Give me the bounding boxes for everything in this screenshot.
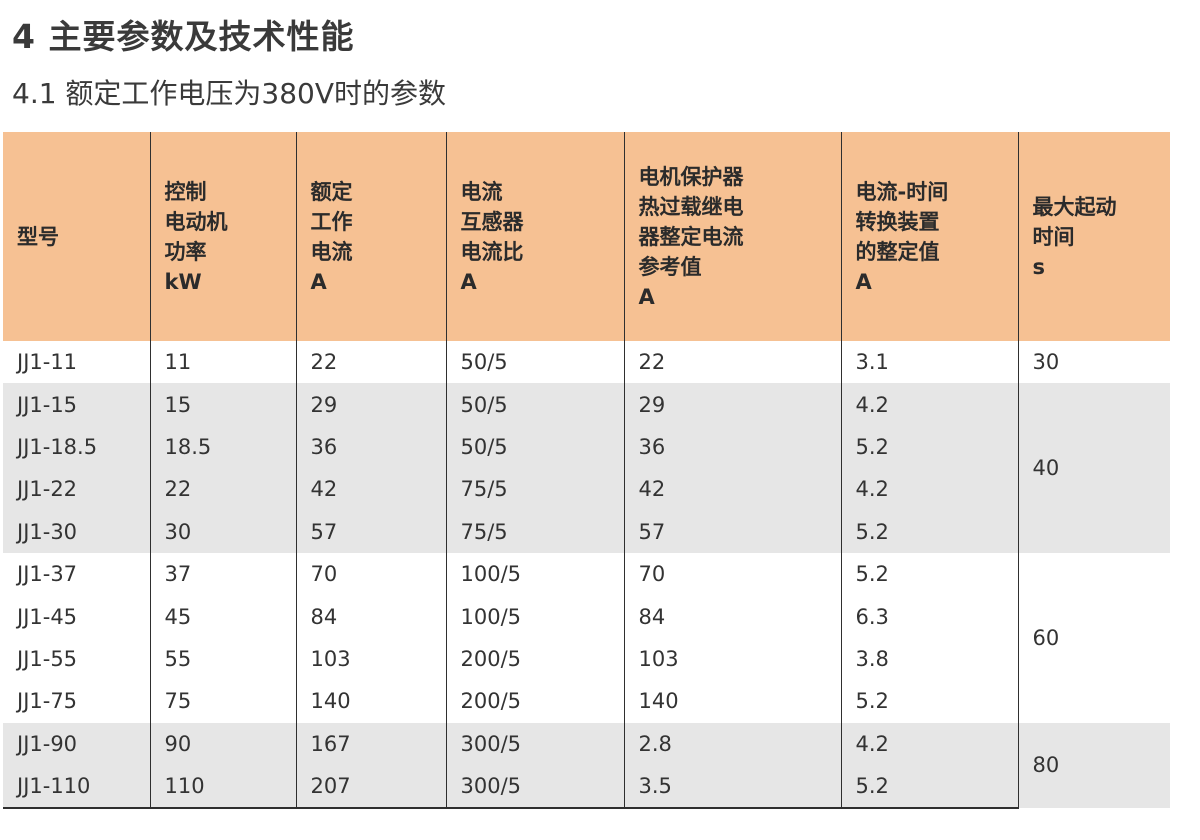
cell-max-start-time: 60 xyxy=(1017,552,1170,723)
cell-rated-current: 29 xyxy=(295,383,446,426)
cell-max-start-time: 80 xyxy=(1017,722,1170,809)
table-row: JJ1-55 55 103 200/5 103 3.8 xyxy=(3,637,1170,681)
subsection-heading: 4.1 额定工作电压为380V时的参数 xyxy=(12,77,447,110)
header-rated-current: 额定 工作 电流 A xyxy=(295,132,446,341)
cell-power: 15 xyxy=(149,383,296,426)
cell-max-start-time: 30 xyxy=(1017,341,1170,384)
cell-time-setting: 6.3 xyxy=(840,595,1018,638)
cell-ct-ratio: 300/5 xyxy=(445,722,624,765)
table-row: JJ1-37 37 70 100/5 70 5.2 60 xyxy=(3,552,1170,723)
cell-ct-ratio: 50/5 xyxy=(445,383,624,426)
table-row: JJ1-110 110 207 300/5 3.5 5.2 xyxy=(3,764,1170,810)
cell-time-setting: 4.2 xyxy=(840,383,1018,426)
header-time-setting: 电流-时间 转换装置 的整定值 A xyxy=(840,132,1018,341)
cell-time-setting: 5.2 xyxy=(840,510,1018,553)
parameters-table: 型号 控制 电动机 功率 kW 额定 工作 电流 A 电流 互感器 电流比 A … xyxy=(3,132,1170,810)
cell-rated-current: 207 xyxy=(295,764,446,810)
cell-protector-setting: 2.8 xyxy=(623,722,841,765)
cell-model: JJ1-45 xyxy=(3,595,150,638)
cell-ct-ratio: 300/5 xyxy=(445,764,624,810)
cell-power: 11 xyxy=(149,341,296,384)
cell-ct-ratio: 50/5 xyxy=(445,341,624,384)
cell-max-start-time: 40 xyxy=(1017,383,1170,553)
cell-protector-setting: 36 xyxy=(623,425,841,469)
cell-model: JJ1-11 xyxy=(3,341,150,384)
table-row: JJ1-30 30 57 75/5 57 5.2 xyxy=(3,510,1170,553)
cell-ct-ratio: 75/5 xyxy=(445,468,624,511)
cell-rated-current: 84 xyxy=(295,595,446,638)
table-row: JJ1-75 75 140 200/5 140 5.2 xyxy=(3,680,1170,723)
cell-protector-setting: 22 xyxy=(623,341,841,384)
cell-power: 18.5 xyxy=(149,425,296,469)
cell-power: 22 xyxy=(149,468,296,511)
cell-protector-setting: 3.5 xyxy=(623,764,841,810)
cell-power: 110 xyxy=(149,764,296,810)
cell-time-setting: 3.1 xyxy=(840,341,1018,384)
cell-model: JJ1-55 xyxy=(3,637,150,681)
cell-time-setting: 4.2 xyxy=(840,722,1018,765)
cell-model: JJ1-22 xyxy=(3,468,150,511)
cell-protector-setting: 29 xyxy=(623,383,841,426)
cell-power: 55 xyxy=(149,637,296,681)
cell-power: 30 xyxy=(149,510,296,553)
cell-ct-ratio: 200/5 xyxy=(445,637,624,681)
header-ct-ratio: 电流 互感器 电流比 A xyxy=(445,132,624,341)
section-heading: 4 主要参数及技术性能 xyxy=(12,17,355,56)
cell-power: 75 xyxy=(149,680,296,723)
cell-protector-setting: 140 xyxy=(623,680,841,723)
cell-ct-ratio: 200/5 xyxy=(445,680,624,723)
cell-model: JJ1-75 xyxy=(3,680,150,723)
cell-protector-setting: 57 xyxy=(623,510,841,553)
cell-time-setting: 5.2 xyxy=(840,552,1018,596)
cell-rated-current: 167 xyxy=(295,722,446,765)
table-row: JJ1-90 90 167 300/5 2.8 4.2 80 xyxy=(3,722,1170,809)
cell-power: 37 xyxy=(149,552,296,596)
cell-rated-current: 36 xyxy=(295,425,446,469)
cell-model: JJ1-18.5 xyxy=(3,425,150,469)
table-row: JJ1-22 22 42 75/5 42 4.2 xyxy=(3,468,1170,511)
cell-time-setting: 3.8 xyxy=(840,637,1018,681)
cell-model: JJ1-110 xyxy=(3,764,150,810)
header-model: 型号 xyxy=(3,132,150,341)
header-max-start-time: 最大起动 时间 s xyxy=(1017,132,1170,341)
cell-model: JJ1-90 xyxy=(3,722,150,765)
cell-power: 45 xyxy=(149,595,296,638)
cell-protector-setting: 84 xyxy=(623,595,841,638)
cell-rated-current: 103 xyxy=(295,637,446,681)
cell-time-setting: 4.2 xyxy=(840,468,1018,511)
cell-time-setting: 5.2 xyxy=(840,680,1018,723)
cell-ct-ratio: 100/5 xyxy=(445,552,624,596)
cell-rated-current: 57 xyxy=(295,510,446,553)
cell-model: JJ1-30 xyxy=(3,510,150,553)
cell-model: JJ1-15 xyxy=(3,383,150,426)
cell-ct-ratio: 75/5 xyxy=(445,510,624,553)
cell-protector-setting: 42 xyxy=(623,468,841,511)
table-row: JJ1-45 45 84 100/5 84 6.3 xyxy=(3,595,1170,638)
cell-rated-current: 70 xyxy=(295,552,446,596)
table-row: JJ1-15 15 29 50/5 29 4.2 40 xyxy=(3,383,1170,553)
cell-protector-setting: 103 xyxy=(623,637,841,681)
cell-protector-setting: 70 xyxy=(623,552,841,596)
cell-rated-current: 22 xyxy=(295,341,446,384)
cell-ct-ratio: 100/5 xyxy=(445,595,624,638)
table-header-row: 型号 控制 电动机 功率 kW 额定 工作 电流 A 电流 互感器 电流比 A … xyxy=(3,132,1170,341)
cell-power: 90 xyxy=(149,722,296,765)
cell-ct-ratio: 50/5 xyxy=(445,425,624,469)
table-row: JJ1-18.5 18.5 36 50/5 36 5.2 xyxy=(3,425,1170,469)
table-row: JJ1-11 11 22 50/5 22 3.1 30 xyxy=(3,341,1170,384)
header-protector-setting: 电机保护器 热过载继电 器整定电流 参考值 A xyxy=(623,132,841,341)
cell-time-setting: 5.2 xyxy=(840,764,1018,810)
cell-model: JJ1-37 xyxy=(3,552,150,596)
header-motor-power: 控制 电动机 功率 kW xyxy=(149,132,296,341)
cell-rated-current: 42 xyxy=(295,468,446,511)
cell-rated-current: 140 xyxy=(295,680,446,723)
cell-time-setting: 5.2 xyxy=(840,425,1018,469)
